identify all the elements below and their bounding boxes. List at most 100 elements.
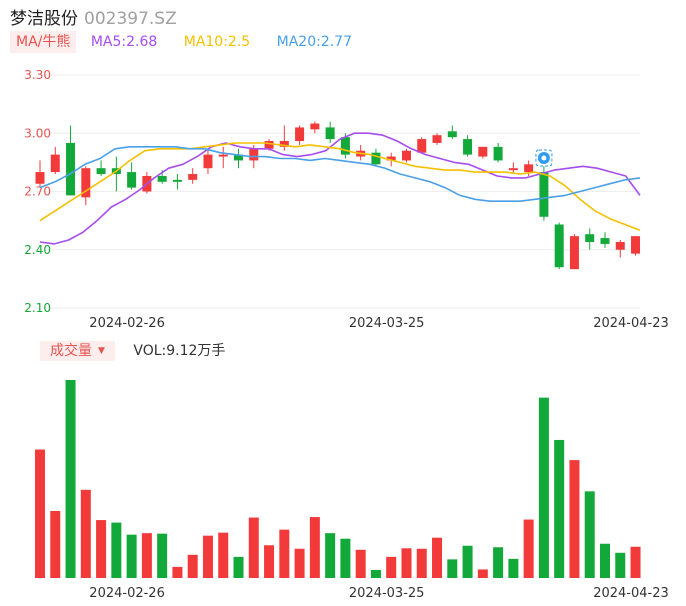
ma-line-ma20 xyxy=(39,146,641,202)
volume-bar xyxy=(401,548,412,578)
volume-bar xyxy=(569,460,580,578)
stock-title: 梦洁股份 002397.SZ xyxy=(10,4,177,29)
candlestick xyxy=(142,172,152,194)
volume-bar xyxy=(65,380,76,578)
event-marker[interactable] xyxy=(535,149,553,167)
volume-bar xyxy=(80,489,91,578)
candlestick xyxy=(172,174,182,190)
chevron-down-icon: ▼ xyxy=(98,346,105,356)
volume-bar xyxy=(432,537,443,578)
volume-bar xyxy=(248,517,259,578)
candlestick xyxy=(554,222,564,270)
candlestick xyxy=(234,148,244,169)
price-x-axis: 2024-02-26 2024-03-25 2024-04-23 xyxy=(89,316,668,331)
volume-bar xyxy=(233,556,244,578)
price-y-tick-label: 3.00 xyxy=(24,126,51,140)
candlestick xyxy=(417,137,427,153)
x-tick-label: 2024-02-26 xyxy=(89,586,165,601)
volume-bar xyxy=(370,569,381,578)
ma-line-ma10 xyxy=(39,142,641,232)
volume-bar xyxy=(294,548,305,578)
x-tick-label: 2024-03-25 xyxy=(349,316,425,331)
volume-bar xyxy=(111,522,122,578)
candlestick xyxy=(310,121,320,134)
x-tick-label: 2024-03-25 xyxy=(349,586,425,601)
candlestick xyxy=(218,146,228,169)
stock-name: 梦洁股份 xyxy=(10,9,78,29)
x-tick-label: 2024-04-23 xyxy=(593,316,669,331)
volume-bar xyxy=(462,545,473,578)
volume-bar xyxy=(355,549,366,578)
candlestick xyxy=(279,125,289,151)
candlestick xyxy=(569,234,579,270)
candlestick xyxy=(188,168,198,184)
volume-bar xyxy=(218,532,229,578)
candlestick xyxy=(478,146,488,159)
candlestick xyxy=(35,160,45,188)
volume-bar xyxy=(493,547,504,578)
volume-bar xyxy=(35,449,45,578)
candlestick xyxy=(50,146,60,175)
volume-bar xyxy=(172,566,183,578)
candlestick xyxy=(447,125,457,140)
ma5-value: MA5:2.68 xyxy=(90,34,158,50)
volume-bar xyxy=(630,546,641,578)
volume-bar xyxy=(141,533,152,578)
volume-bar xyxy=(416,548,427,578)
candlestick xyxy=(585,228,595,250)
candlestick xyxy=(432,133,442,145)
volume-bar xyxy=(599,543,610,578)
volume-bars xyxy=(35,380,641,578)
stock-code: 002397.SZ xyxy=(84,9,177,29)
candlestick xyxy=(539,166,549,221)
volume-bar xyxy=(447,559,458,578)
candlestick xyxy=(371,148,381,167)
volume-legend: 成交量 ▼ VOL:9.12万手 xyxy=(40,341,225,361)
volume-bar xyxy=(50,510,61,578)
volume-bar xyxy=(202,535,213,578)
volume-bar xyxy=(554,439,565,578)
price-grid xyxy=(36,74,640,309)
volume-bar xyxy=(157,533,168,578)
volume-bar xyxy=(477,569,488,578)
volume-indicator-label: 成交量 xyxy=(50,343,92,359)
candlestick xyxy=(203,148,213,175)
volume-bar xyxy=(264,545,275,578)
price-y-tick-label: 2.40 xyxy=(24,243,51,257)
volume-value: VOL:9.12万手 xyxy=(133,343,226,359)
candlestick xyxy=(96,160,106,176)
candlestick xyxy=(325,121,335,143)
price-y-tick-label: 2.70 xyxy=(24,185,51,199)
x-tick-label: 2024-02-26 xyxy=(89,316,165,331)
price-y-tick-label: 2.10 xyxy=(24,301,51,315)
volume-bar xyxy=(187,554,198,578)
x-tick-label: 2024-04-23 xyxy=(593,586,669,601)
volume-bar xyxy=(508,558,519,578)
ma-legend: MA/牛熊 MA5:2.68 MA10:2.5 MA20:2.77 xyxy=(10,31,352,53)
volume-bar xyxy=(584,491,595,578)
volume-bar xyxy=(96,520,107,578)
candlestick xyxy=(631,236,641,256)
volume-bar xyxy=(325,533,336,578)
volume-x-axis: 2024-02-26 2024-03-25 2024-04-23 xyxy=(89,586,668,601)
candlestick xyxy=(463,135,473,157)
candlestick xyxy=(600,232,610,248)
candlestick xyxy=(66,125,76,196)
candlestick xyxy=(401,148,411,163)
moving-average-lines xyxy=(39,132,641,245)
volume-bar xyxy=(523,519,534,578)
volume-indicator-button[interactable]: 成交量 ▼ xyxy=(40,341,115,361)
volume-bar xyxy=(309,517,320,578)
ma-toggle-button[interactable]: MA/牛熊 xyxy=(10,31,77,53)
volume-bar xyxy=(340,538,351,578)
volume-bar xyxy=(538,397,549,578)
volume-bar xyxy=(386,556,397,578)
candlestick xyxy=(127,162,137,190)
candlesticks xyxy=(35,121,641,270)
candlestick xyxy=(508,162,518,175)
price-y-tick-label: 3.30 xyxy=(24,68,51,82)
price-y-axis: 3.30 3.00 2.70 2.40 2.10 xyxy=(24,68,51,315)
volume-bar xyxy=(615,552,626,578)
candlestick xyxy=(493,142,503,163)
ma20-value: MA20:2.77 xyxy=(276,34,352,50)
